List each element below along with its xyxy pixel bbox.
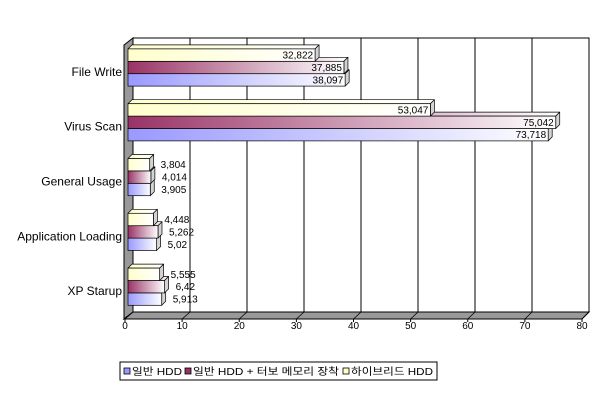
data-label-xp-starup-series-1: 5,913 [173, 295, 198, 306]
x-tick-label-20: 20 [234, 321, 246, 332]
bar-application-loading-series-3 [127, 208, 158, 227]
category-label-xp-starup: XP Starup [68, 284, 123, 298]
bar-front-face [127, 170, 152, 184]
bar-virus-scan-series-3 [127, 99, 435, 117]
floor-gridline-0 [124, 311, 134, 320]
legend-box [119, 361, 438, 381]
data-label-application-loading-series-1: 5,02 [168, 240, 188, 251]
floor-gridline-70 [524, 311, 533, 320]
floor-gridline-60 [467, 311, 476, 320]
plot-floor [122, 311, 591, 320]
bar-top-face [127, 208, 158, 214]
data-label-virus-scan-series-2: 75,042 [523, 118, 554, 129]
bar-front-face [127, 128, 549, 142]
x-tick-label-60: 60 [462, 321, 474, 332]
bar-front-face [127, 115, 557, 129]
floor-gridline-80 [581, 311, 590, 320]
floor-gridline-20 [238, 311, 248, 320]
legend-marker [342, 367, 350, 375]
data-label-application-loading-series-2: 5,262 [169, 227, 194, 238]
bar-xp-starup-series-3 [127, 263, 165, 281]
x-tick-label-70: 70 [519, 321, 531, 332]
category-label-general-usage: General Usage [41, 175, 122, 189]
data-label-virus-scan-series-1: 73,718 [516, 130, 547, 141]
legend-label: 일반 HDD [132, 366, 182, 378]
legend-item-1: 일반 HDD [123, 366, 182, 378]
x-tick-label-80: 80 [576, 321, 588, 332]
legend-item-2: 일반 HDD + 터보 메모리 장착 [184, 366, 339, 378]
bar-general-usage-series-3 [127, 154, 155, 172]
floor-gridline-30 [296, 311, 305, 320]
data-label-application-loading-series-3: 4,448 [164, 215, 189, 226]
floor-gridline-50 [410, 311, 419, 320]
data-label-file-write-series-1: 38,097 [313, 75, 344, 86]
bar-front-face [127, 292, 163, 306]
legend-marker [123, 367, 131, 375]
floor-gridline-10 [181, 311, 191, 320]
data-label-xp-starup-series-2: 6,42 [176, 282, 196, 293]
category-label-virus-scan: Virus Scan [64, 120, 122, 134]
category-label-application-loading: Application Loading [17, 229, 122, 243]
bar-front-face [127, 267, 161, 281]
category-label-file-write: File Write [72, 65, 123, 79]
data-label-general-usage-series-1: 3,905 [161, 185, 186, 196]
data-label-general-usage-series-2: 4,014 [162, 173, 187, 184]
data-label-xp-starup-series-3: 5,555 [171, 270, 196, 281]
x-tick-label-0: 0 [122, 321, 128, 332]
legend-label: 일반 HDD + 터보 메모리 장착 [193, 366, 339, 378]
data-label-file-write-series-3: 32,822 [282, 51, 313, 62]
bar-front-face [127, 280, 165, 294]
bar-front-face [127, 103, 431, 117]
bar-front-face [127, 237, 157, 251]
x-tick-label-50: 50 [405, 321, 417, 332]
x-tick-label-30: 30 [291, 321, 303, 332]
legend-label: 하이브리드 HDD [351, 365, 433, 378]
legend: 일반 HDD 일반 HDD + 터보 메모리 장착 하이브리드 HDD [119, 361, 438, 381]
bar-front-face [127, 182, 151, 197]
legend-item-3: 하이브리드 HDD [342, 365, 433, 378]
x-tick-label-40: 40 [348, 321, 360, 332]
bar-top-face [127, 44, 320, 50]
bar-top-face [127, 263, 165, 269]
bar-front-face [127, 48, 316, 62]
data-label-general-usage-series-3: 3,804 [161, 160, 186, 171]
bar-file-write-series-3 [127, 44, 320, 62]
bar-front-face [127, 212, 154, 227]
data-label-virus-scan-series-3: 53,047 [398, 105, 429, 116]
floor-gridline-40 [353, 311, 362, 320]
data-label-file-write-series-2: 37,885 [311, 63, 342, 74]
bar-front-face [127, 225, 159, 239]
bar-front-face [127, 158, 151, 172]
x-tick-label-10: 10 [177, 321, 189, 332]
legend-marker [184, 367, 192, 375]
bar-top-face [127, 99, 435, 105]
